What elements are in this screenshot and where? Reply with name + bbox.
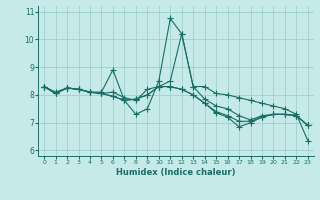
X-axis label: Humidex (Indice chaleur): Humidex (Indice chaleur)	[116, 168, 236, 177]
